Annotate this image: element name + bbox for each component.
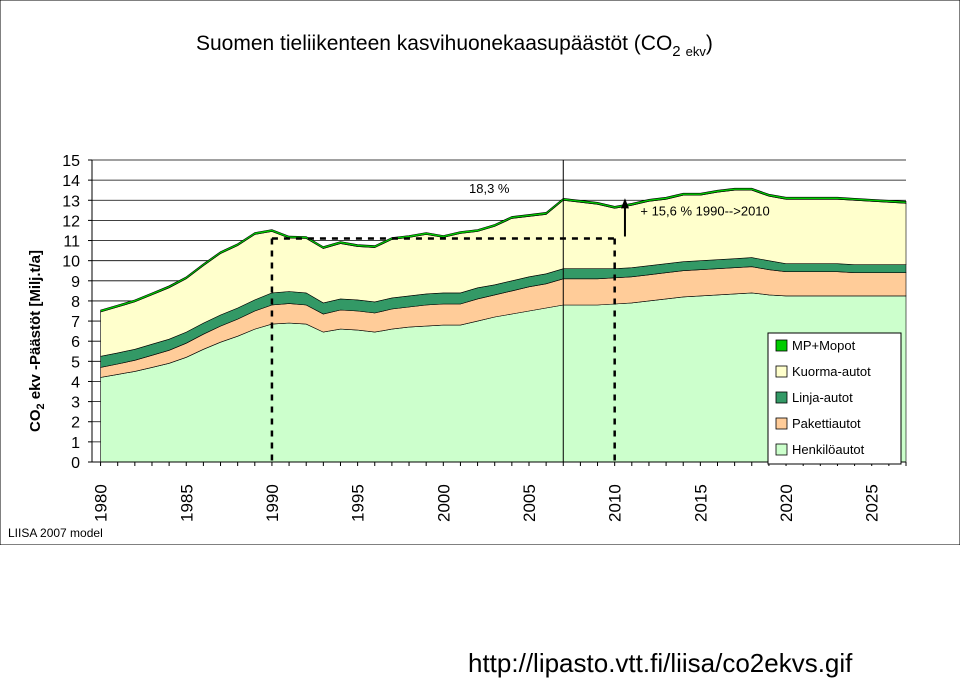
chart-title: Suomen tieliikenteen kasvihuonekaasupääs… [196,32,713,60]
y-tick-label: 4 [71,374,80,391]
legend-label: Pakettiautot [792,416,861,431]
x-tick-label: 2015 [691,484,710,522]
y-tick-label: 14 [62,173,80,190]
legend-swatch [775,417,788,430]
y-tick-label: 15 [62,153,80,170]
legend-label: MP+Mopot [792,338,856,353]
x-tick-label: 1980 [92,484,111,522]
y-tick-label: 5 [71,354,80,371]
legend-box [767,332,902,465]
x-tick-label: 1985 [177,484,196,522]
peak-label: 18,3 % [469,181,510,196]
area-layer [100,187,907,463]
y-tick-label: 9 [71,274,80,291]
chart-frame: Suomen tieliikenteen kasvihuonekaasupääs… [0,0,960,545]
area-series-4 [100,187,907,313]
y-tick-label: 6 [71,334,80,351]
overlay-layer: 18,3 % + 15,6 % 1990-->2010 [270,160,770,462]
x-tick-label: 1995 [349,484,368,522]
legend-swatch [775,391,788,404]
y-tick-label: 12 [62,213,80,230]
growth-label: + 15,6 % 1990-->2010 [640,203,769,218]
chart-svg: Suomen tieliikenteen kasvihuonekaasupääs… [0,0,960,545]
model-label: LIISA 2007 model [8,526,103,540]
legend-label: Linja-autot [792,390,853,405]
x-tick-label: 2010 [606,484,625,522]
y-tick-label: 8 [71,294,80,311]
x-tick-label: 2005 [520,484,539,522]
legend-label: Kuorma-autot [792,364,871,379]
y-tick-label: 3 [71,395,80,412]
y-axis-label: CO2 ekv -Päästöt [Milj.t/a] [27,250,47,432]
y-tick-label: 7 [71,314,80,331]
y-tick-label: 10 [62,254,80,271]
x-tick-label: 2020 [777,484,796,522]
legend-swatch [775,443,788,456]
y-tick-label: 2 [71,415,80,432]
legend-label: Henkilöautot [792,442,865,457]
source-url: http://lipasto.vtt.fi/liisa/co2ekvs.gif [468,648,853,678]
y-tick-label: 13 [62,193,80,210]
x-tick-label: 1990 [263,484,282,522]
legend: MP+Mopot Kuorma-autot Linja-autot Pakettiau… [767,332,902,465]
y-tick-label: 1 [71,435,80,452]
y-tick-label: 11 [63,234,80,251]
y-tick-label: 0 [71,455,80,472]
growth-arrow-head [620,198,629,209]
x-tick-label: 2000 [434,484,453,522]
legend-swatch [775,365,788,378]
legend-swatch [775,339,788,352]
x-tick-label: 2025 [863,484,882,522]
